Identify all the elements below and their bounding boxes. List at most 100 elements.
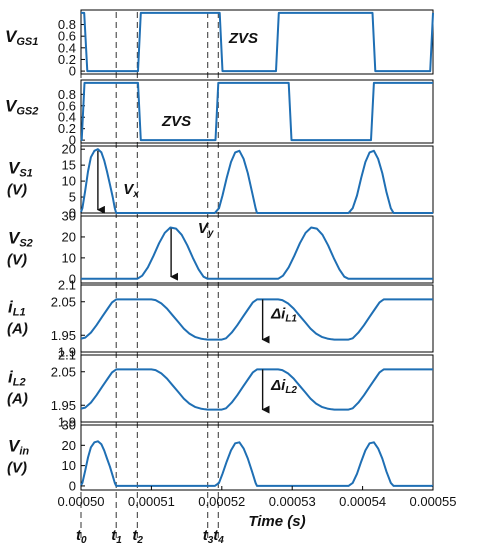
y-tick-label: 10 [62,458,76,473]
marker-label-t4: t4 [213,527,224,546]
y-tick-label: 20 [62,229,76,244]
y-tick-label: 2.1 [58,348,76,363]
y-tick-label: 1.95 [51,398,76,413]
y-tick-label: 0 [69,133,76,148]
y-tick-label: 0 [69,64,76,79]
panel-label-il2-main: i [8,368,14,387]
panel-label-vs1-main: V [8,159,21,178]
time-marker-lines [80,12,219,540]
panel-label-vgs1: VGS1 [5,27,38,48]
y-tick-label: 1.9 [58,415,76,430]
panel-label-vs1-sub: S1 [19,168,32,180]
x-tick-label: 0.00053 [269,494,316,509]
panel-unit-vin: (V) [7,460,27,477]
marker-label-t1: t1 [111,527,122,546]
panel-frame-vs2 [80,215,434,284]
panel-label-il2: iL2 [8,368,26,389]
panel-label-il1: iL1 [8,298,26,319]
panel-unit-vs1: (V) [7,182,27,199]
y-tick-label: 20 [62,142,76,157]
marker-label-t3: t3 [203,527,214,546]
annotation-main: Δi [270,377,286,394]
annotation-main: V [198,220,210,237]
annotation-il2: ΔiL2 [270,377,297,396]
panel-label-vgs2-sub: GS2 [16,106,38,118]
x-tick-label: 0.00055 [410,494,457,509]
y-tick-label: 0.6 [58,98,76,113]
panel-unit-vs2: (V) [7,252,27,269]
y-tick-label: 2.1 [58,278,76,293]
y-tick-label: 5 [69,190,76,205]
series-line-vs1 [80,148,433,214]
y-tick-label: 0.4 [58,110,76,125]
y-tick-label: 2.05 [51,364,76,379]
panel-frame-vin [80,424,434,491]
panel-label-vs2-sub: S2 [19,238,32,250]
y-tick-label: 0.6 [58,29,76,44]
series-line-vs2 [81,226,433,280]
panel-unit-il1: (A) [7,321,28,338]
annotation-vs2: Vy [198,220,214,239]
annotation-sub: y [207,228,214,239]
panel-label-vs2-main: V [8,229,21,248]
y-tick-label: 1.9 [58,345,76,360]
marker-label-sub: 0 [81,535,87,546]
y-tick-label: 10 [62,174,76,189]
x-tick-label: 0.00054 [339,494,386,509]
annotation-il1: ΔiL1 [270,306,297,325]
annotation-vgs1: ZVS [228,30,258,47]
x-tick-label: 0.00050 [58,494,105,509]
panel-frame-il1 [80,284,434,353]
x-axis: t0 t1 t2 t3 t40.00050 0.00051 0.00052 0.00053 0.… [58,486,457,546]
marker-label-sub: 2 [136,535,143,546]
y-tick-label: 30 [62,418,76,433]
y-tick-label: 0.2 [58,121,76,136]
marker-label-sub: 4 [217,535,224,546]
y-tick-label: 0.2 [58,52,76,67]
panel-frame-vgs2 [80,79,434,144]
panel-frame-il2 [80,354,434,423]
y-tick-label: 15 [62,158,76,173]
annotation-main: ZVS [161,113,191,130]
marker-label-t0: t0 [76,527,87,546]
y-tick-label: 0 [69,206,76,221]
y-tick-label: 2.05 [51,294,76,309]
y-tick-label: 10 [62,250,76,265]
panel-label-il2-sub: L2 [13,377,26,389]
marker-label-t2: t2 [132,527,143,546]
annotation-main: V [123,181,135,198]
marker-label-main: t [203,527,209,544]
panel-unit-il2: (A) [7,391,28,408]
panel-label-vin-main: V [8,437,21,456]
panel-label-vgs1-main: V [5,27,18,46]
marker-label-sub: 1 [116,535,122,546]
y-tick-label: 0.8 [58,87,76,102]
marker-label-main: t [111,527,117,544]
marker-label-main: t [132,527,138,544]
panel-label-vs1: VS1 [8,159,33,180]
marker-label-sub: 3 [208,535,214,546]
y-tick-label: 30 [62,209,76,224]
marker-label-main: t [213,527,219,544]
panel-vin: 0 10 20 30 Vin (V) [7,418,434,493]
panel-label-vs2: VS2 [8,229,33,250]
panel-frame-vgs1 [80,9,434,75]
panel-label-il1-sub: L1 [13,307,26,319]
y-tick-label: 0 [69,478,76,493]
annotation-vs1: Vx [123,181,139,200]
panel-vgs2: 00.20.40.60.8 VGS2 [5,79,434,148]
series-line-vgs1 [81,11,434,73]
x-tick-label: 0.00052 [198,494,245,509]
annotation-main: ZVS [228,30,258,47]
panels: 00.20.40.60.8VGS100.20.40.60.8VGS2051015… [5,9,434,493]
series-line-il1 [80,298,433,341]
series-line-vin [80,440,433,487]
y-tick-label: 0.4 [58,40,76,55]
y-tick-label: 20 [62,438,76,453]
y-tick-label: 0.8 [58,17,76,32]
annotation-sub: L2 [285,385,297,396]
panel-label-il1-main: i [8,298,14,317]
